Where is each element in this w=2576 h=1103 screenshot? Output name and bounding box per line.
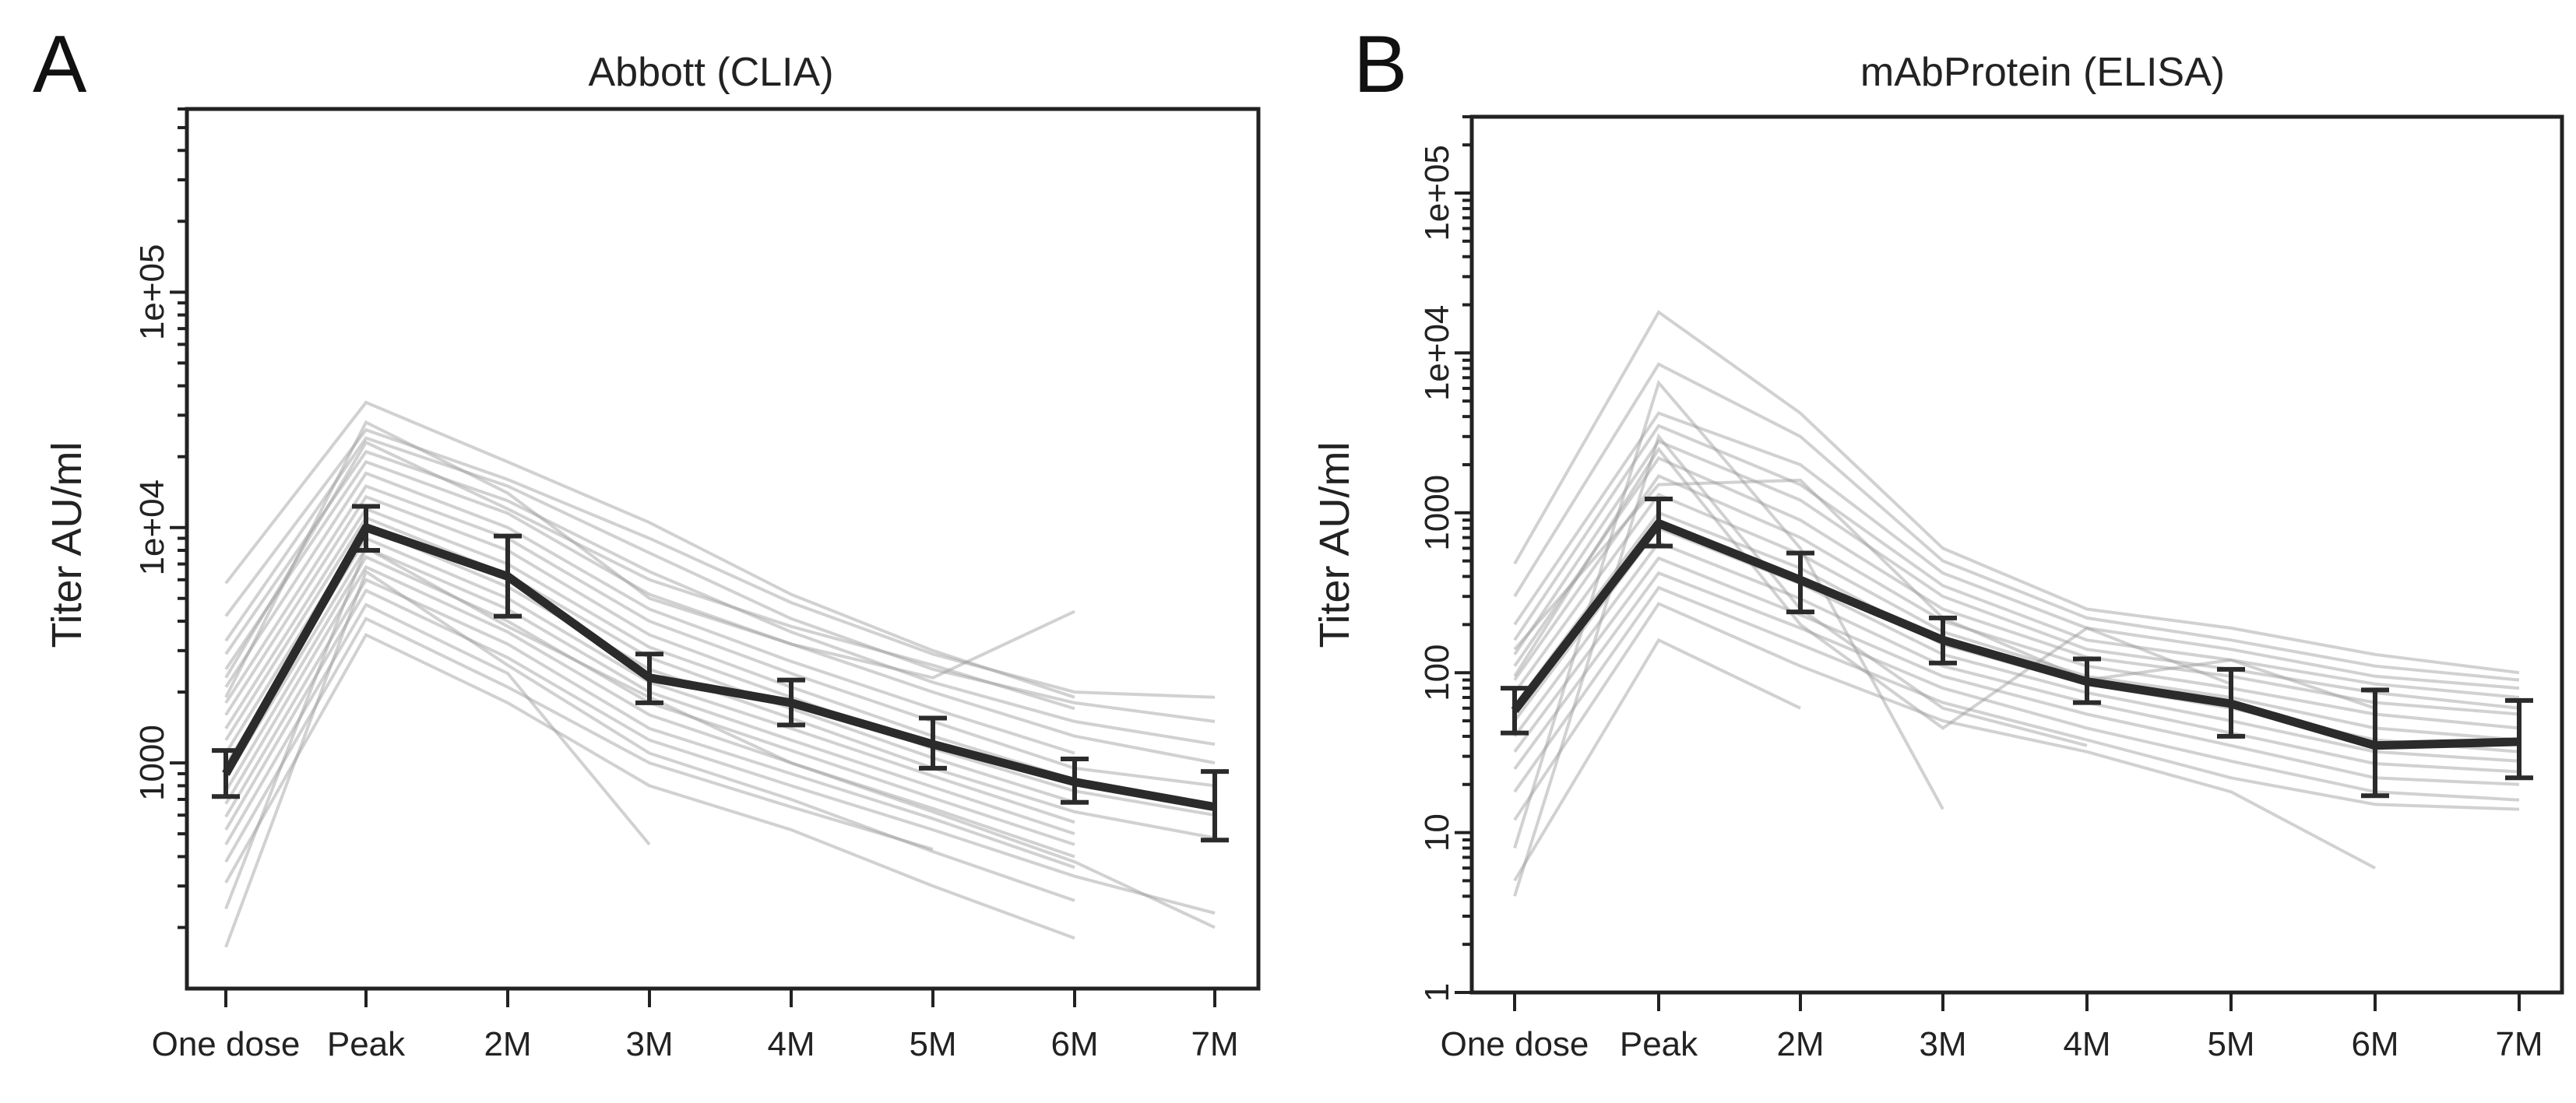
mean-line (1511, 518, 2520, 750)
individual-line (224, 616, 934, 863)
individual-line (1513, 638, 1801, 882)
x-tick-label: 5M (909, 1025, 956, 1063)
individual-line (224, 602, 651, 846)
x-tick-label: 7M (1191, 1025, 1238, 1063)
y-tick-label: 1000 (133, 725, 171, 801)
x-tick-label: 3M (1919, 1025, 1966, 1063)
individual-line (224, 440, 1075, 711)
individual-line (1513, 585, 2520, 811)
individual-line (1513, 411, 2520, 690)
y-tick-label: 1e+04 (1418, 305, 1456, 402)
y-tick-label: 1e+04 (133, 479, 171, 576)
x-tick-label: One dose (152, 1025, 301, 1063)
y-tick-label: 1e+05 (133, 244, 171, 341)
x-tick-label: Peak (327, 1025, 406, 1063)
individual-line (224, 507, 1216, 817)
panel-b-ylabel: Titer AU/ml (1311, 441, 1358, 648)
individual-line (224, 545, 1216, 929)
individual-line (1513, 423, 2520, 699)
individual-line (224, 471, 1075, 755)
individual-line (1513, 439, 2520, 710)
individual-line (224, 427, 1216, 699)
individual-line (224, 449, 1216, 746)
individual-line (1513, 310, 2520, 675)
individual-line (224, 588, 1216, 915)
individual-line (224, 484, 1216, 788)
individual-line (1513, 474, 2520, 730)
x-tick-label: 4M (2063, 1025, 2110, 1063)
x-tick-label: Peak (1620, 1025, 1698, 1063)
individual-line (1513, 456, 2520, 716)
x-tick-label: 6M (2351, 1025, 2398, 1063)
panel-b: B mAbProtein (ELISA) Titer AU/ml One dos… (1311, 19, 2564, 1063)
mean-line (222, 523, 1216, 812)
individual-line (224, 632, 1075, 940)
individual-line (224, 420, 1075, 698)
individual-line (1513, 362, 2520, 682)
individual-line (1513, 492, 2520, 742)
individual-line (1513, 446, 2232, 730)
individual-line (224, 436, 1216, 723)
individual-line (1513, 540, 2520, 774)
y-tick-label: 10 (1418, 813, 1456, 852)
x-tick-label: 2M (1776, 1025, 1824, 1063)
x-tick-label: 7M (2495, 1025, 2543, 1063)
individual-line (224, 459, 1216, 765)
individual-line (224, 569, 1075, 948)
x-tick-label: 5M (2207, 1025, 2254, 1063)
panel-a: A Abbott (CLIA) Titer AU/ml One dose Peak… (33, 19, 1261, 1063)
x-tick-label: 4M (767, 1025, 815, 1063)
panel-a-ylabel: Titer AU/ml (44, 441, 90, 648)
x-tick-label: 2M (484, 1025, 531, 1063)
panel-a-title: Abbott (CLIA) (588, 50, 833, 95)
x-tick-label: 6M (1050, 1025, 1098, 1063)
panel-b-title: mAbProtein (ELISA) (1860, 50, 2225, 95)
x-tick-label: One dose (1441, 1025, 1589, 1063)
individual-line (1513, 526, 2520, 763)
panel-b-letter: B (1353, 19, 1407, 110)
individual-line (224, 578, 1075, 869)
y-tick-label: 1000 (1418, 475, 1456, 551)
y-tick-label: 1 (1418, 983, 1456, 1002)
individual-line (224, 564, 1075, 859)
individual-line (1513, 556, 2520, 786)
individual-line (1513, 602, 2376, 869)
panel-a-letter: A (33, 19, 87, 110)
x-tick-label: 3M (625, 1025, 673, 1063)
plot-frame (1469, 114, 2564, 995)
y-tick-label: 1e+05 (1418, 145, 1456, 241)
y-tick-label: 100 (1418, 644, 1456, 701)
plot-frame (185, 107, 1261, 991)
individual-line (1513, 571, 2520, 802)
individual-line (224, 400, 1075, 699)
